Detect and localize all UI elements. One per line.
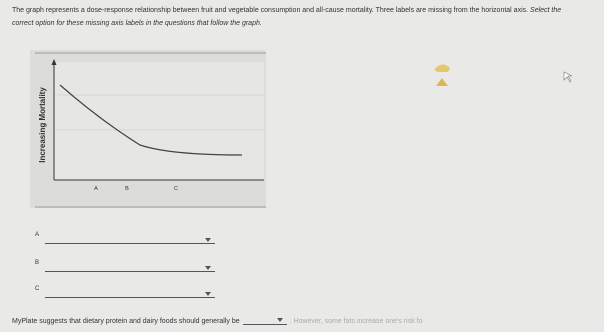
dropdown-arrow — [205, 238, 211, 242]
icon — [434, 64, 450, 72]
x-axis-label: C — [174, 186, 178, 192]
dropdown[interactable] — [45, 243, 215, 244]
question-text: . However, some fats increase one's risk… — [289, 318, 423, 325]
dose-response-curve — [59, 84, 243, 156]
cursor — [563, 71, 573, 83]
y-axis-label: Increasing Mortality — [38, 87, 47, 163]
question-label: C — [35, 286, 40, 292]
dropdown-arrow — [205, 266, 211, 270]
dropdown[interactable] — [242, 316, 287, 325]
y-axis-arrow — [51, 59, 57, 65]
question-b[interactable]: B — [35, 260, 215, 274]
x-axis-label: B — [125, 186, 129, 192]
x-axis-label: A — [94, 186, 98, 192]
question-label: B — [35, 260, 40, 266]
question-label: A — [35, 232, 40, 238]
dropdown[interactable] — [45, 271, 215, 272]
instructions: The graph represents a dose-response rel… — [12, 4, 572, 30]
dropdown[interactable] — [45, 297, 215, 298]
intro-instruction: Select the correct option for these miss… — [12, 7, 562, 27]
question-c[interactable]: C — [35, 286, 215, 300]
graph: Increasing Mortality A B C — [30, 50, 266, 208]
question-a[interactable]: A — [35, 232, 215, 246]
question-text: MyPlate suggests that dietary protein an… — [12, 318, 240, 325]
final-question: MyPlate suggests that dietary protein an… — [12, 316, 422, 325]
dropdown-arrow — [205, 292, 211, 296]
icon — [436, 78, 448, 86]
plot-area — [54, 62, 264, 180]
decorations — [434, 64, 573, 86]
intro-text: The graph represents a dose-response rel… — [12, 7, 529, 14]
